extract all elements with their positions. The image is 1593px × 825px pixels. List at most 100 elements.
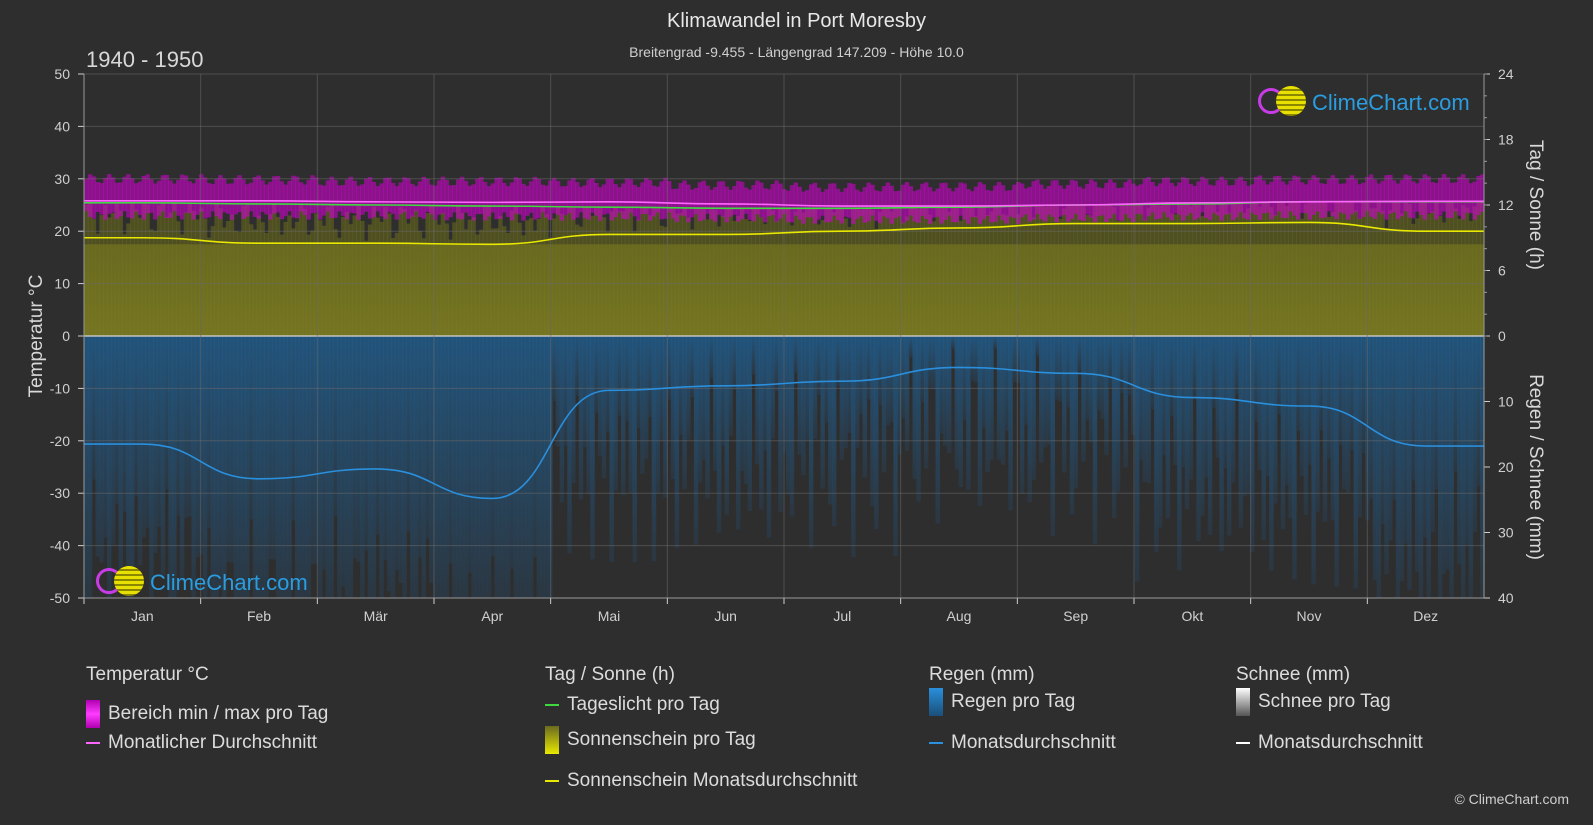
temp-range-bar (463, 180, 469, 213)
rain-day-bar (1311, 336, 1316, 585)
temp-range-bar (482, 181, 488, 221)
rain-day-bar (862, 336, 868, 478)
x-tick-label: Jul (833, 608, 851, 624)
temp-range-bar (214, 178, 219, 217)
temp-range-bar (179, 174, 185, 220)
temp-range-bar (820, 191, 825, 216)
rain-day-bar (851, 336, 856, 558)
rain-day-bar (663, 336, 668, 498)
temp-range-bar (647, 180, 653, 221)
x-tick-label: Mär (364, 608, 388, 624)
temp-range-bar (183, 175, 189, 213)
rain-day-bar (943, 336, 948, 446)
rain-day-bar (904, 336, 910, 451)
rain-day-bar (440, 336, 446, 598)
temp-range-bar (1372, 179, 1378, 219)
rain-day-bar (1403, 336, 1408, 544)
rain-day-bar (605, 336, 611, 433)
rain-day-bar (252, 336, 258, 598)
rain-avg-line (84, 366, 1484, 500)
rain-day-bar (456, 336, 461, 598)
rain-day-bar (1315, 336, 1320, 512)
rain-day-bar (885, 336, 891, 426)
temp-range-bar (1407, 175, 1412, 218)
rain-day-bar (1081, 336, 1086, 462)
rain-day-bar (759, 336, 764, 510)
rain-day-bar (325, 336, 331, 598)
temp-range-bar (1027, 186, 1032, 222)
rain-day-bar (452, 336, 457, 598)
temp-range-bar (973, 186, 979, 218)
temp-range-bar (490, 183, 496, 213)
rain-day-bar (1058, 336, 1063, 402)
temp-range-bar (555, 180, 561, 216)
temp-range-bar (379, 183, 384, 217)
temp-range-bar (421, 176, 426, 219)
temp-range-bar (1242, 180, 1247, 219)
rain-day-bar (364, 336, 369, 551)
y-tick-label-right-bottom: 10 (1498, 394, 1514, 410)
rain-day-bar (532, 336, 538, 558)
temp-range-bar (237, 175, 242, 213)
logo-bottom[interactable]: ClimeChart.com (96, 566, 308, 600)
legend-label: Schnee pro Tag (1258, 691, 1391, 712)
legend-sun-avg: Sonnenschein Monatsdurchschnitt (545, 770, 857, 792)
temp-range-bar (425, 179, 430, 212)
rain-day-bar (927, 336, 933, 388)
temp-range-bar (854, 189, 860, 219)
legend-snow-head: Schnee (mm) (1236, 664, 1351, 685)
rain-day-bar (425, 336, 430, 539)
temp-range-bar (371, 181, 377, 218)
rain-day-bar (1319, 336, 1324, 431)
rain-day-bar (202, 336, 208, 598)
temp-range-bar (525, 185, 530, 216)
rain-day-bar (502, 336, 507, 598)
rain-day-bar (1460, 336, 1466, 598)
temp-range-bar (1035, 179, 1040, 214)
rain-day-bar (1441, 336, 1447, 574)
temp-range-bar (1250, 184, 1255, 213)
sunshine-swatch (545, 726, 559, 754)
rain-day-bar (574, 336, 580, 396)
logo-top[interactable]: ClimeChart.com (1258, 86, 1470, 120)
rain-day-bar (578, 336, 584, 500)
temp-range-bar (122, 176, 127, 212)
rain-day-bar (820, 336, 825, 489)
rain-day-bar (1088, 336, 1094, 443)
legend-rain-day: Regen pro Tag (929, 688, 1075, 716)
rain-day-bar (210, 336, 216, 598)
rain-day-bar (329, 336, 334, 598)
temp-range-bar (417, 181, 423, 217)
rain-day-bar (686, 336, 691, 440)
rain-day-bar (164, 336, 169, 490)
rain-day-bar (1096, 336, 1102, 411)
temp-range-bar (1046, 185, 1052, 215)
temp-range-bar (632, 184, 637, 217)
temp-range-bar (1338, 183, 1343, 213)
rain-day-bar (1284, 336, 1289, 486)
rain-day-bar (824, 336, 829, 423)
rain-day-bar (463, 336, 469, 598)
y-tick-label-left: -20 (50, 433, 70, 449)
rain-day-bar (133, 336, 139, 497)
rain-day-bar (655, 336, 660, 494)
temp-range-bar (1476, 175, 1481, 215)
temp-range-bar (406, 178, 411, 219)
temp-range-bar (1211, 185, 1217, 214)
rain-day-bar (1288, 336, 1293, 519)
rain-day-bar (1418, 336, 1424, 598)
rain-day-bar (874, 336, 879, 530)
temp-range-bar (993, 185, 998, 222)
rain-day-bar (306, 336, 311, 598)
rain-day-bar (1196, 336, 1201, 541)
temp-range-bar (1253, 176, 1259, 215)
temp-range-bar (1200, 176, 1205, 213)
temp-range-bar (931, 191, 937, 218)
temp-range-bar (563, 186, 568, 216)
rain-day-bar (766, 336, 772, 538)
rain-day-bar (644, 336, 649, 460)
x-tick-label: Feb (247, 608, 271, 624)
rain-day-bar (172, 336, 177, 598)
temp-range-bar (103, 177, 108, 220)
rain-day-bar (448, 336, 453, 564)
